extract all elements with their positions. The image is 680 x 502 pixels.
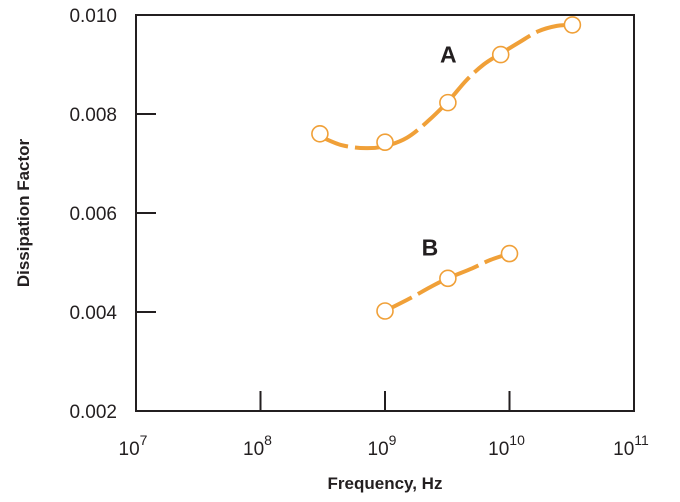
x-tick-label: 1011 (613, 432, 649, 460)
y-tick-label: 0.004 (69, 303, 117, 324)
y-tick-label: 0.010 (69, 6, 117, 27)
series-b-point (502, 246, 518, 262)
series-a-point (493, 47, 509, 63)
series-a-point (440, 95, 456, 111)
y-tick-label: 0.002 (69, 402, 117, 423)
y-tick-label: 0.008 (69, 105, 117, 126)
series-b-point (377, 303, 393, 319)
y-tick-label: 0.006 (69, 204, 117, 225)
x-tick-label: 108 (243, 432, 272, 460)
tick-group: 107 108 109 1010 1011 0.002 0.004 0.006 0.008 0.0… (69, 6, 649, 460)
series-a-point (312, 126, 328, 142)
series-a-label: A (440, 42, 457, 68)
series-b-point (440, 270, 456, 286)
y-axis-title: Dissipation Factor (14, 138, 33, 287)
series-labels: AB (422, 42, 457, 261)
x-tick-label: 109 (368, 432, 397, 460)
x-tick-label: 107 (119, 432, 148, 460)
plot-frame (136, 15, 634, 411)
x-tick-label: 1010 (488, 432, 525, 460)
series-curves (320, 25, 572, 311)
x-axis-title: Frequency, Hz (328, 474, 443, 493)
series-a-point (564, 17, 580, 33)
series-b-label: B (422, 235, 439, 261)
series-a-point (377, 134, 393, 150)
